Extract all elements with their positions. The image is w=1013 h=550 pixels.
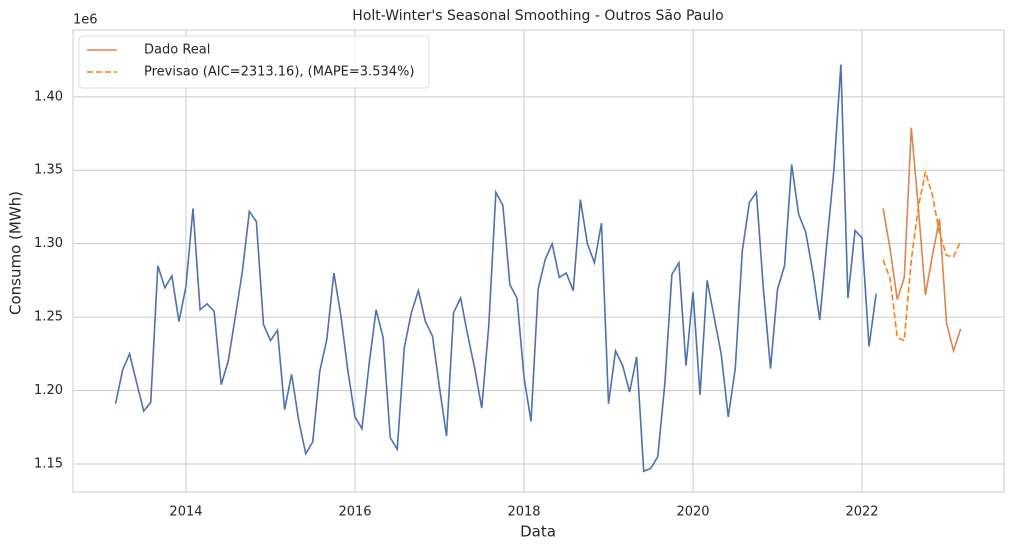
x-tick-label: 2022 [845, 505, 878, 520]
y-tick-label: 1.15 [34, 456, 63, 471]
y-tick-label: 1.30 [34, 236, 63, 251]
x-tick-label: 2014 [169, 505, 202, 520]
x-tick-label: 2018 [507, 505, 540, 520]
y-tick-label: 1.40 [34, 89, 63, 104]
chart-title: Holt-Winter's Seasonal Smoothing - Outro… [352, 8, 723, 24]
x-axis-label: Data [520, 523, 556, 541]
y-offset-label: 1e6 [73, 13, 98, 28]
y-axis-label: Consumo (MWh) [7, 191, 25, 315]
series-line [882, 127, 962, 354]
series-line [882, 171, 962, 342]
plot-frame [72, 29, 1005, 493]
x-tick-label: 2020 [676, 505, 709, 520]
legend-label: Dado Real [144, 43, 210, 58]
y-tick-label: 1.35 [34, 163, 63, 178]
legend-frame [78, 35, 430, 89]
y-tick-label: 1.25 [34, 310, 63, 325]
y-tick-label: 1.20 [34, 383, 63, 398]
x-tick-label: 2016 [338, 505, 371, 520]
series-line [114, 64, 877, 473]
legend-label: Previsao (AIC=2313.16), (MAPE=3.534%) [144, 65, 414, 80]
